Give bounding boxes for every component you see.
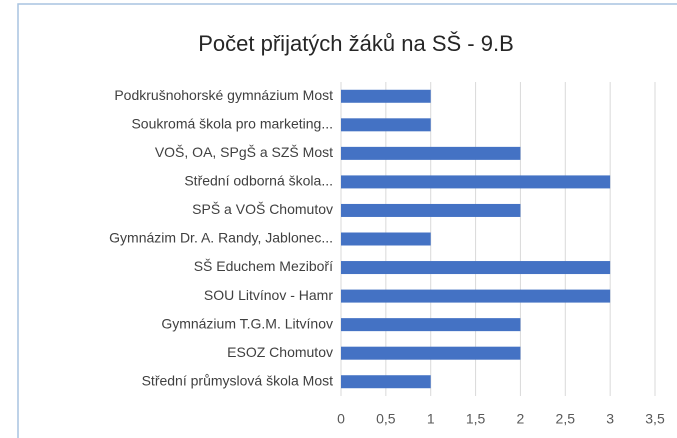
bar (341, 89, 431, 103)
x-tick-label: 2,5 (556, 411, 576, 427)
y-tick-label: Soukromá škola pro marketing... (131, 116, 333, 132)
bar (341, 318, 521, 332)
y-tick-label: Střední průmyslová škola Most (142, 372, 334, 388)
chart-title: Počet přijatých žáků na SŠ - 9.B (198, 31, 514, 56)
x-tick-label: 0,5 (376, 411, 396, 427)
bar (341, 261, 611, 275)
y-tick-label: Střední odborná škola... (184, 173, 333, 189)
y-tick-label: SŠ Educhem Meziboří (194, 258, 333, 274)
x-tick-label: 2 (517, 411, 525, 427)
bar (341, 375, 431, 389)
x-tick-label: 1,5 (466, 411, 486, 427)
bar (341, 232, 431, 246)
bar (341, 146, 521, 160)
y-tick-label: Podkrušnohorské gymnázium Most (114, 87, 333, 103)
y-tick-label: SOU Litvínov - Hamr (204, 287, 333, 303)
bar (341, 203, 521, 217)
y-tick-label: VOŠ, OA, SPgŠ a SZŠ Most (155, 144, 333, 160)
x-tick-label: 0 (337, 411, 345, 427)
bar (341, 118, 431, 132)
x-tick-label: 3 (606, 411, 614, 427)
x-tick-label: 3,5 (645, 411, 665, 427)
bar (341, 175, 611, 189)
y-tick-label: Gymnázium T.G.M. Litvínov (161, 315, 333, 331)
y-tick-label: ESOZ Chomutov (227, 344, 333, 360)
chart-border (17, 3, 677, 438)
y-tick-label: Gymnázim Dr. A. Randy, Jablonec... (109, 230, 333, 246)
bar (341, 289, 611, 303)
bar (341, 346, 521, 360)
y-tick-label: SPŠ a VOŠ Chomutov (192, 201, 333, 217)
x-tick-label: 1 (427, 411, 435, 427)
